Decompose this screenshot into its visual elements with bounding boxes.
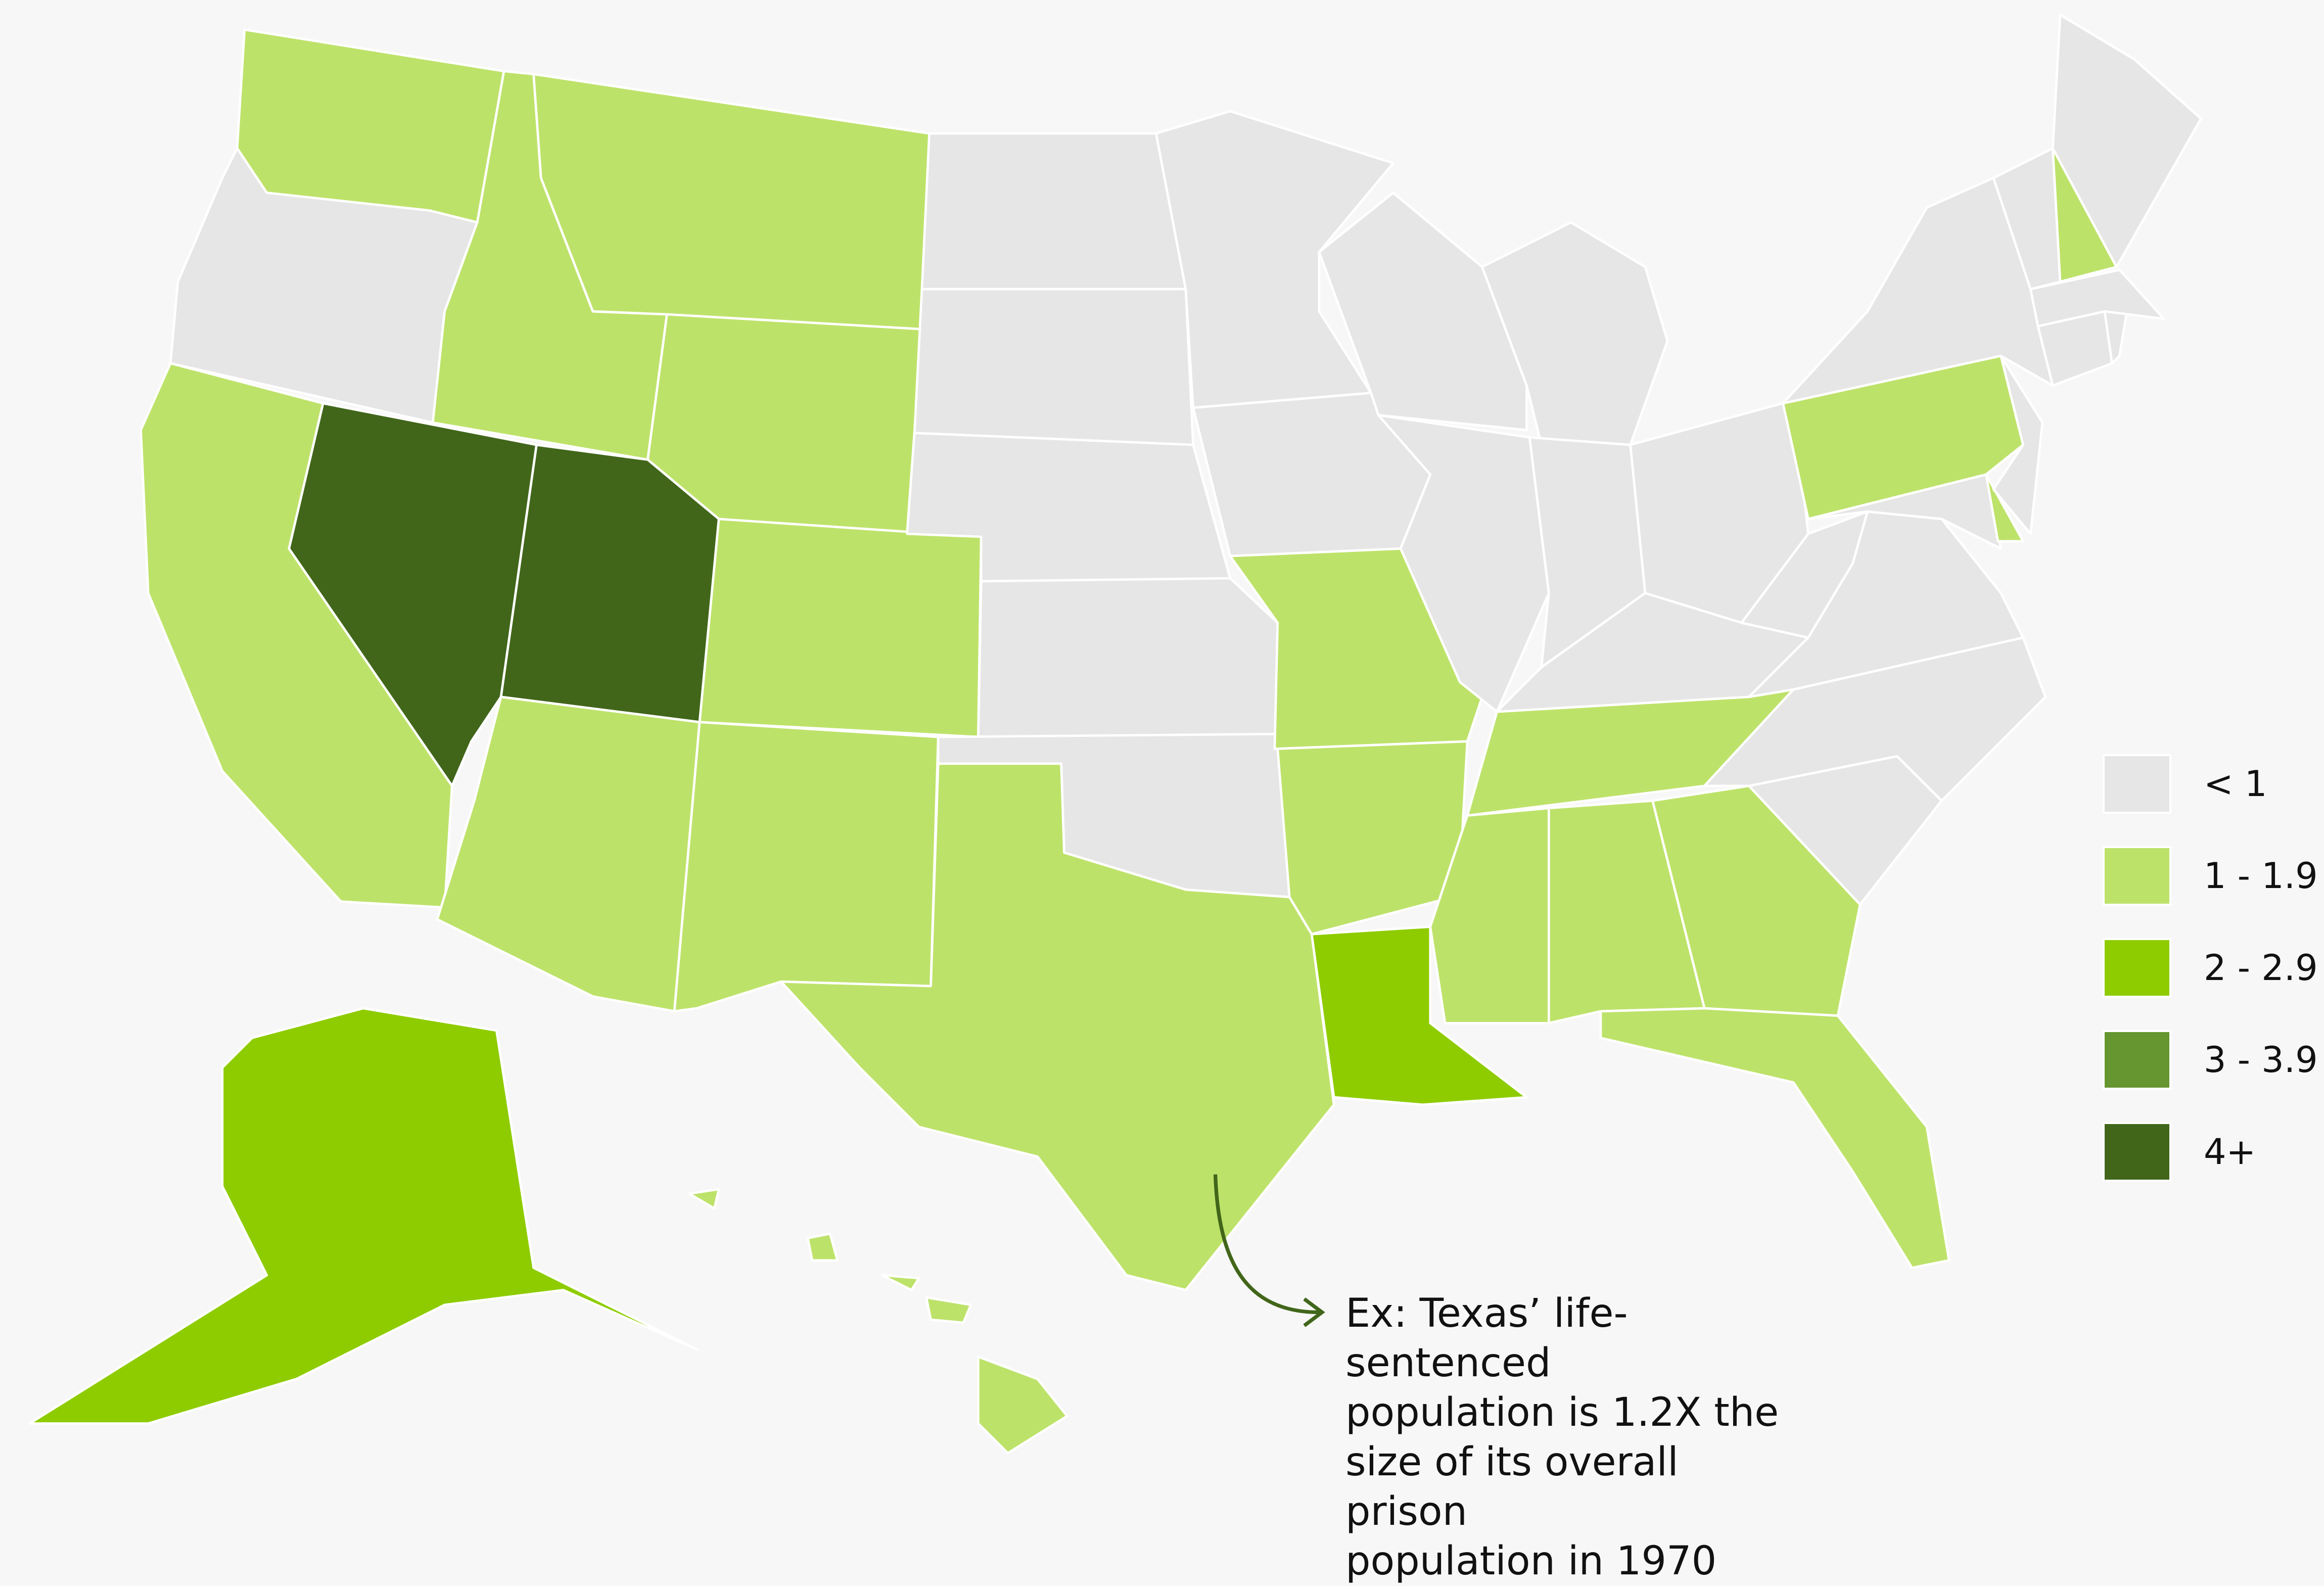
state-co — [698, 518, 983, 738]
texas-annotation: Ex: Texas’ life-sentenced population is … — [1345, 1289, 1800, 1586]
state-shape-mt — [532, 73, 931, 331]
state-shape-tx — [780, 762, 1335, 1291]
state-nj — [1992, 354, 2044, 535]
state-hi — [688, 1188, 1068, 1455]
legend-item: 2 - 2.9 — [2103, 922, 2318, 1014]
state-shape-ak — [28, 1007, 698, 1425]
legend-label: 1 - 1.9 — [2204, 855, 2318, 897]
legend-swatch — [2103, 938, 2171, 998]
legend: < 1 1 - 1.9 2 - 2.9 3 - 3.9 4+ — [2103, 738, 2318, 1198]
state-shape-hi — [977, 1356, 1068, 1455]
state-shape-ma — [2029, 268, 2165, 328]
annotation-line: size of its overall prison — [1345, 1439, 1679, 1534]
state-mi — [1481, 221, 1669, 446]
legend-label: 3 - 3.9 — [2204, 1039, 2318, 1081]
state-nm — [673, 721, 940, 1013]
state-wv — [1740, 510, 1869, 639]
legend-item: 3 - 3.9 — [2103, 1014, 2318, 1106]
legend-label: < 1 — [2204, 763, 2267, 805]
state-shape-co — [698, 518, 983, 738]
state-shape-fl — [1599, 1007, 1950, 1269]
state-shape-mn — [1154, 110, 1395, 409]
state-shape-wi — [1318, 192, 1528, 432]
legend-item: < 1 — [2103, 738, 2318, 830]
state-shape-ks — [977, 577, 1279, 738]
state-mt — [532, 73, 931, 331]
annotation-line: population is 1.2X the — [1345, 1390, 1779, 1435]
state-az — [436, 695, 701, 1013]
state-shape-mi — [1481, 221, 1669, 446]
state-nd — [920, 132, 1187, 291]
state-shape-sd — [913, 288, 1194, 446]
us-choropleth-map — [28, 13, 2202, 1455]
legend-swatch — [2103, 1122, 2171, 1182]
state-shape-ms — [1429, 807, 1550, 1024]
state-sd — [913, 288, 1194, 446]
legend-label: 2 - 2.9 — [2204, 947, 2318, 989]
legend-item: 4+ — [2103, 1106, 2318, 1198]
state-shape-hi — [925, 1296, 972, 1324]
annotation-line: population in 1970 — [1345, 1538, 1717, 1584]
state-shape-nj — [1992, 354, 2044, 535]
legend-label: 4+ — [2204, 1131, 2256, 1173]
state-fl — [1599, 1007, 1950, 1269]
state-mn — [1154, 110, 1395, 409]
state-ks — [977, 577, 1279, 738]
legend-item: 1 - 1.9 — [2103, 830, 2318, 922]
state-shape-wv — [1740, 510, 1869, 639]
state-ga — [1651, 784, 1862, 1017]
state-shape-hi — [688, 1188, 720, 1210]
state-ma — [2029, 268, 2165, 328]
legend-swatch — [2103, 1030, 2171, 1090]
state-ms — [1429, 807, 1550, 1024]
state-shape-ga — [1651, 784, 1862, 1017]
state-shape-hi — [806, 1232, 839, 1262]
annotation-line: Ex: Texas’ life-sentenced — [1345, 1291, 1628, 1386]
legend-swatch — [2103, 846, 2171, 906]
state-wi — [1318, 192, 1528, 432]
legend-swatch — [2103, 754, 2171, 814]
annotation-arrow — [1213, 1174, 1319, 1315]
state-shape-az — [436, 695, 701, 1013]
state-ak — [28, 1007, 698, 1425]
state-shape-nd — [920, 132, 1187, 291]
state-tx — [780, 762, 1335, 1291]
state-shape-hi — [880, 1274, 920, 1291]
state-shape-nm — [673, 721, 940, 1013]
state-me — [2052, 13, 2202, 268]
state-shape-me — [2052, 13, 2202, 268]
annotation-arrowhead — [1303, 1297, 1325, 1327]
